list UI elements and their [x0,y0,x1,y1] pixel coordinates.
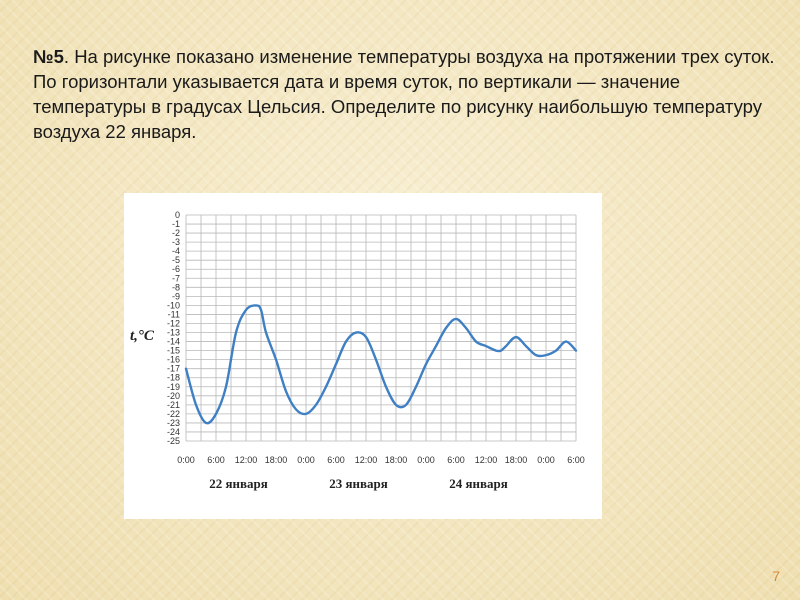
task-body: . На рисунке показано изменение температ… [33,46,775,142]
chart-svg: 0-1-2-3-4-5-6-7-8-9-10-11-12-13-14-15-16… [130,210,585,491]
task-number: №5 [33,46,64,67]
series-layer [184,304,578,425]
x-tick-label: 18:00 [505,455,528,465]
y-tick-label: -4 [172,246,180,256]
y-tick-label: -11 [168,309,180,319]
y-tick-label: -5 [172,255,180,265]
y-tick-label: -12 [167,318,180,328]
x-tick-label: 12:00 [355,455,378,465]
y-tick-label: -8 [172,282,180,292]
y-tick-label: -21 [167,400,180,410]
x-tick-label: 0:00 [177,455,195,465]
x-tick-label: 18:00 [385,455,408,465]
y-tick-label: -14 [167,337,180,347]
y-tick-label: -20 [167,391,180,401]
x-tick-label: 0:00 [417,455,435,465]
y-tick-label: -16 [167,355,180,365]
y-tick-label: -15 [167,346,180,356]
x-tick-label: 12:00 [475,455,498,465]
y-tick-label: -6 [172,264,180,274]
y-tick-label: -9 [172,291,180,301]
y-tick-label: -2 [172,228,180,238]
y-tick-label: -25 [167,436,180,446]
temperature-line [184,304,578,425]
y-tick-label: -17 [167,364,180,374]
day-label: 24 января [449,476,508,491]
x-tick-label: 18:00 [265,455,288,465]
y-tick-label: -1 [172,219,180,229]
y-tick-label: -7 [172,273,180,283]
temperature-chart: 0 -1 -2 -3 -4 -5 -6 -7 -8 -9 -10 -11 -12 -13 -14 -15 -16… [124,193,602,519]
x-tick-label: 12:00 [235,455,258,465]
y-tick-label: -10 [167,300,180,310]
task-text: №5. На рисунке показано изменение темпер… [33,44,778,144]
x-tick-label: 0:00 [537,455,555,465]
day-labels: 22 января 23 января 24 января [209,476,508,491]
x-tick-labels: 0:00 6:00 12:00 18:00 0:00 6:00 12:00 18:00 0:00… [177,455,585,465]
y-tick-label: -18 [167,373,180,383]
x-tick-label: 6:00 [207,455,225,465]
y-tick-label: -19 [167,382,180,392]
y-tick-label: 0 [175,210,180,220]
y-tick-label: -3 [172,237,180,247]
x-tick-label: 6:00 [567,455,585,465]
y-tick-label: -22 [167,409,180,419]
y-tick-label: -23 [167,418,180,428]
x-tick-label: 6:00 [327,455,345,465]
day-label: 22 января [209,476,268,491]
x-tick-label: 0:00 [297,455,315,465]
page-number: 7 [772,568,780,584]
y-axis-label: t,°C [130,328,155,344]
y-tick-label: -24 [167,427,180,437]
day-label: 23 января [329,476,388,491]
y-tick-label: -13 [167,328,180,338]
chart-grid [185,214,577,442]
y-tick-labels: 0-1-2-3-4-5-6-7-8-9-10-11-12-13-14-15-16… [167,210,180,446]
x-tick-label: 6:00 [447,455,465,465]
